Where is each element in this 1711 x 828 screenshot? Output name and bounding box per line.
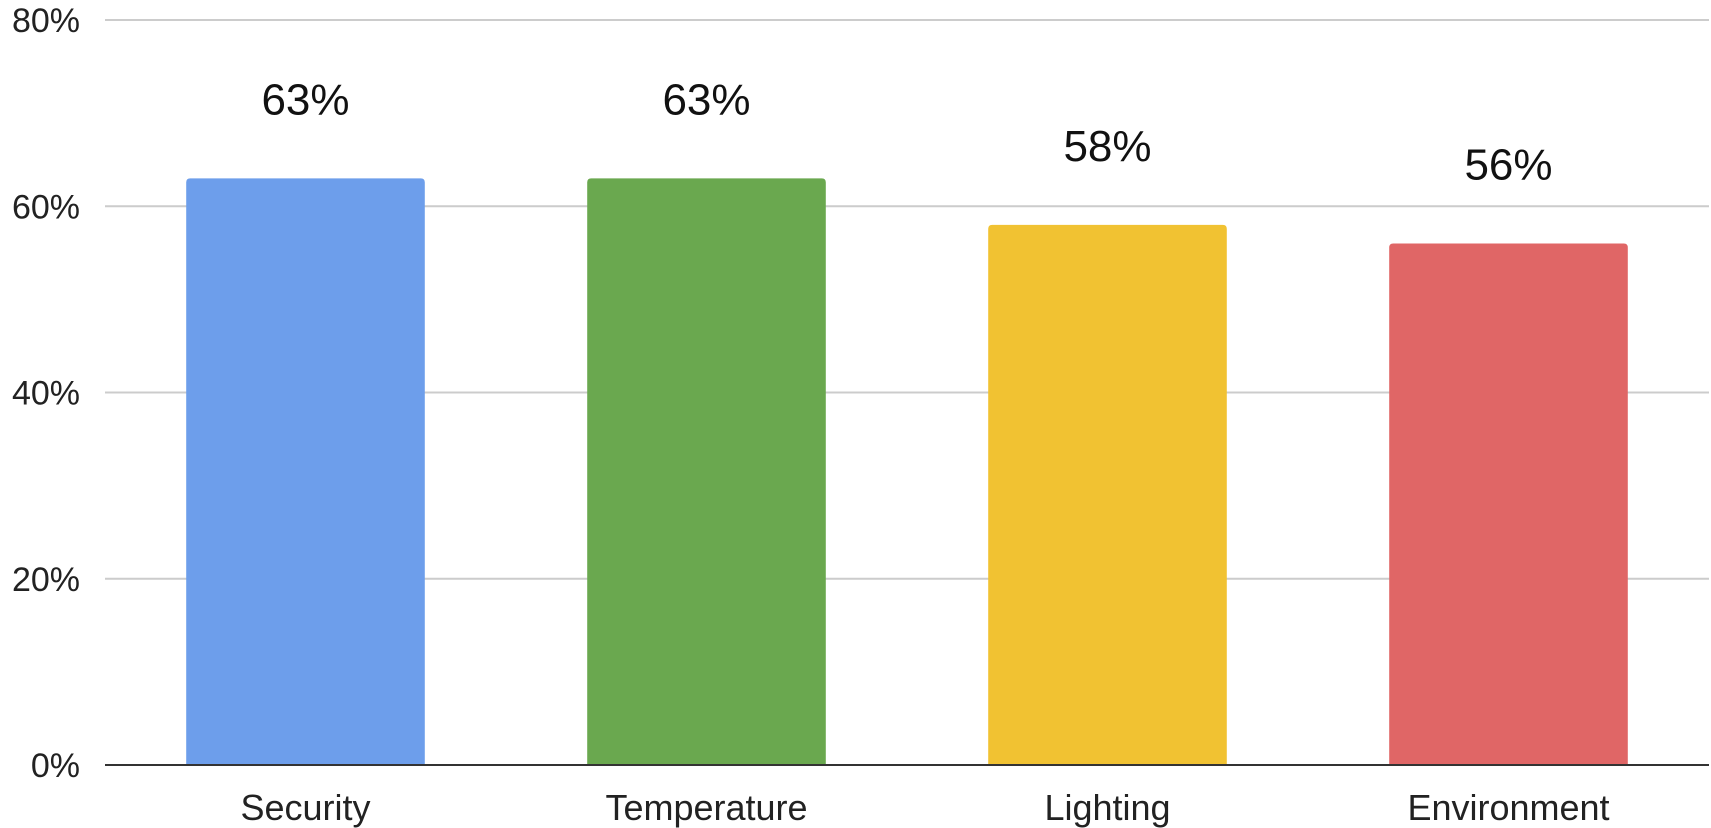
data-label-environment: 56% <box>1464 141 1552 190</box>
data-label-security: 63% <box>261 75 349 124</box>
bar-temperature <box>587 178 826 765</box>
x-tick-label-security: Security <box>240 787 370 828</box>
x-tick-label-environment: Environment <box>1407 787 1609 828</box>
x-tick-label-temperature: Temperature <box>605 787 807 828</box>
x-tick-label-lighting: Lighting <box>1044 787 1170 828</box>
y-axis-ticks: 0% 20% 40% 60% 80% <box>12 2 80 785</box>
y-tick-label: 40% <box>12 375 80 413</box>
y-tick-label: 80% <box>12 2 80 40</box>
y-tick-label: 20% <box>12 561 80 599</box>
bar-environment <box>1389 243 1628 765</box>
y-tick-label: 60% <box>12 188 80 226</box>
data-label-lighting: 58% <box>1063 122 1151 171</box>
y-tick-label: 0% <box>31 747 80 785</box>
bar-security <box>186 178 425 765</box>
bars <box>186 178 1628 765</box>
data-label-temperature: 63% <box>662 75 750 124</box>
bar-lighting <box>988 224 1227 765</box>
x-axis-ticks: Security Temperature Lighting Environment <box>240 787 1609 828</box>
data-labels: 63% 63% 58% 56% <box>261 75 1552 189</box>
